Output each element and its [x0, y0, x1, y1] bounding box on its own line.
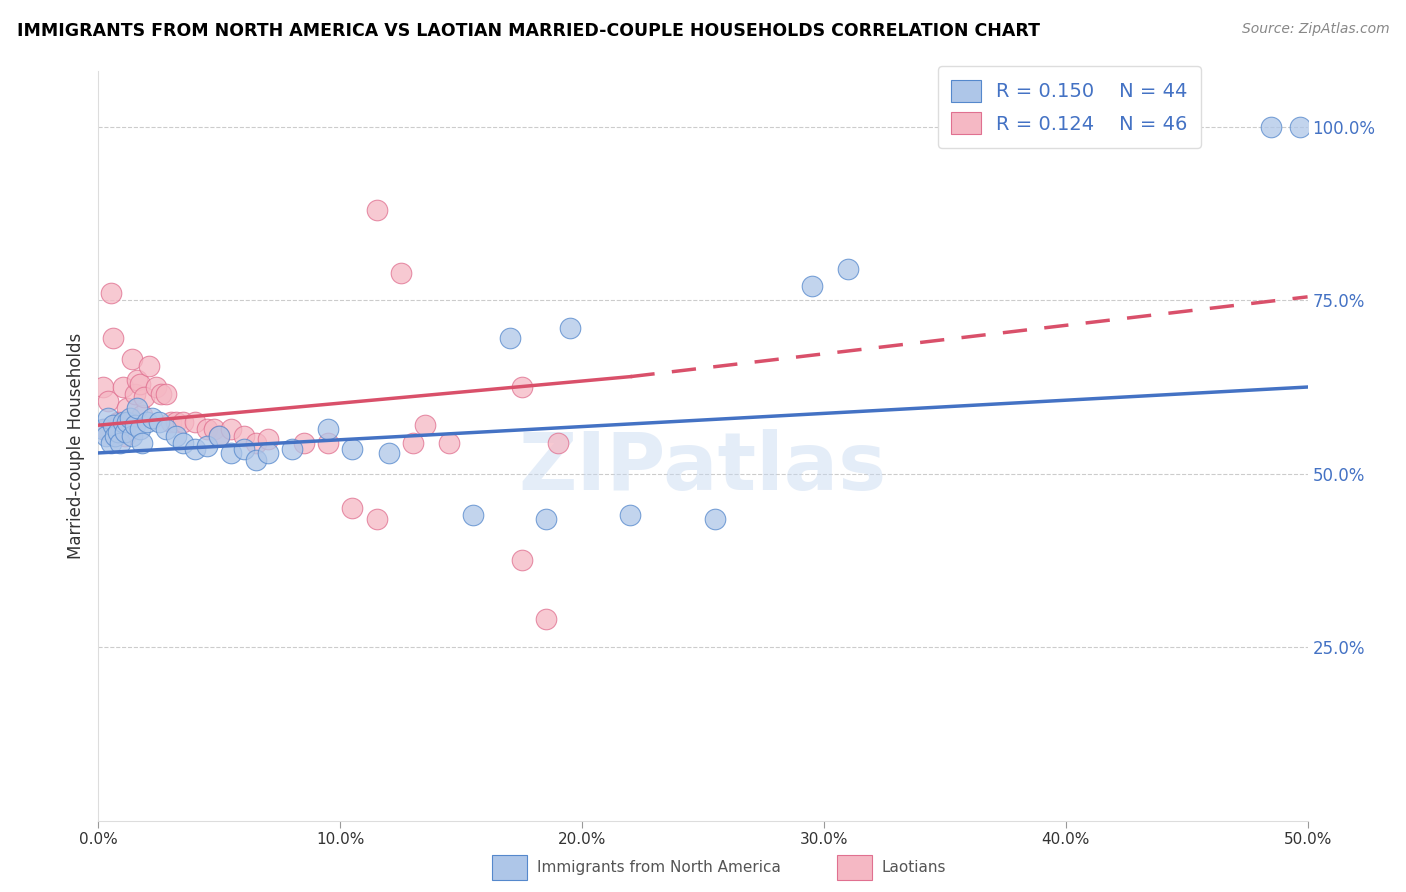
Point	[1260, 120, 1282, 134]
Point	[534, 512, 557, 526]
Point	[800, 279, 823, 293]
Point	[104, 422, 127, 436]
Point	[155, 422, 177, 436]
Point	[256, 446, 278, 460]
Point	[704, 512, 727, 526]
Point	[165, 415, 187, 429]
Point	[204, 422, 226, 436]
Point	[366, 512, 388, 526]
Point	[1289, 120, 1312, 134]
Point	[107, 425, 129, 439]
Point	[101, 331, 124, 345]
Point	[281, 442, 304, 457]
Point	[127, 401, 149, 415]
Point	[221, 422, 243, 436]
Point	[131, 435, 153, 450]
Point	[97, 393, 120, 408]
Point	[837, 262, 859, 277]
Text: Immigrants from North America: Immigrants from North America	[537, 860, 780, 875]
Point	[342, 442, 364, 457]
FancyBboxPatch shape	[837, 855, 872, 880]
Point	[91, 422, 114, 436]
Point	[141, 411, 163, 425]
Point	[172, 435, 194, 450]
Point	[208, 428, 231, 442]
Point	[131, 408, 153, 422]
Point	[232, 428, 254, 442]
Text: Source: ZipAtlas.com: Source: ZipAtlas.com	[1241, 22, 1389, 37]
Point	[128, 422, 150, 436]
Point	[121, 352, 143, 367]
Point	[94, 428, 117, 442]
Point	[208, 428, 231, 442]
Point	[107, 415, 129, 429]
Point	[377, 446, 399, 460]
Point	[124, 418, 146, 433]
Point	[316, 435, 339, 450]
Point	[510, 553, 533, 567]
Point	[128, 376, 150, 391]
Point	[165, 428, 187, 442]
Point	[134, 391, 156, 405]
Point	[389, 266, 412, 280]
Point	[184, 415, 207, 429]
Point	[145, 380, 167, 394]
Point	[619, 508, 641, 523]
Point	[160, 415, 183, 429]
Point	[316, 422, 339, 436]
Point	[121, 428, 143, 442]
Point	[172, 415, 194, 429]
Point	[111, 415, 134, 429]
Point	[108, 415, 131, 429]
FancyBboxPatch shape	[492, 855, 527, 880]
Point	[547, 435, 569, 450]
Point	[510, 380, 533, 394]
Point	[413, 418, 436, 433]
Legend: R = 0.150    N = 44, R = 0.124    N = 46: R = 0.150 N = 44, R = 0.124 N = 46	[938, 66, 1201, 148]
Point	[97, 411, 120, 425]
Point	[558, 321, 581, 335]
Point	[94, 422, 117, 436]
Point	[114, 428, 136, 442]
Point	[101, 418, 124, 433]
Text: Laotians: Laotians	[882, 860, 946, 875]
Point	[463, 508, 485, 523]
Point	[366, 203, 388, 218]
Point	[127, 373, 149, 387]
Point	[114, 425, 136, 439]
Point	[498, 331, 520, 345]
Point	[245, 453, 267, 467]
Point	[138, 359, 160, 374]
Point	[104, 428, 127, 442]
Point	[118, 411, 141, 425]
Point	[256, 432, 278, 446]
Text: IMMIGRANTS FROM NORTH AMERICA VS LAOTIAN MARRIED-COUPLE HOUSEHOLDS CORRELATION C: IMMIGRANTS FROM NORTH AMERICA VS LAOTIAN…	[17, 22, 1040, 40]
Point	[245, 435, 267, 450]
Point	[108, 435, 131, 450]
Point	[148, 415, 170, 429]
Point	[155, 387, 177, 401]
Text: ZIPatlas: ZIPatlas	[519, 429, 887, 508]
Point	[150, 387, 173, 401]
Point	[118, 422, 141, 436]
Point	[292, 435, 315, 450]
Y-axis label: Married-couple Households: Married-couple Households	[66, 333, 84, 559]
Point	[100, 286, 122, 301]
Point	[402, 435, 425, 450]
Point	[117, 401, 139, 415]
Point	[534, 612, 557, 626]
Point	[221, 446, 243, 460]
Point	[124, 387, 146, 401]
Point	[111, 380, 134, 394]
Point	[117, 415, 139, 429]
Point	[232, 442, 254, 457]
Point	[437, 435, 460, 450]
Point	[195, 422, 218, 436]
Point	[184, 442, 207, 457]
Point	[91, 380, 114, 394]
Point	[342, 501, 364, 516]
Point	[195, 439, 218, 453]
Point	[135, 415, 157, 429]
Point	[100, 435, 122, 450]
